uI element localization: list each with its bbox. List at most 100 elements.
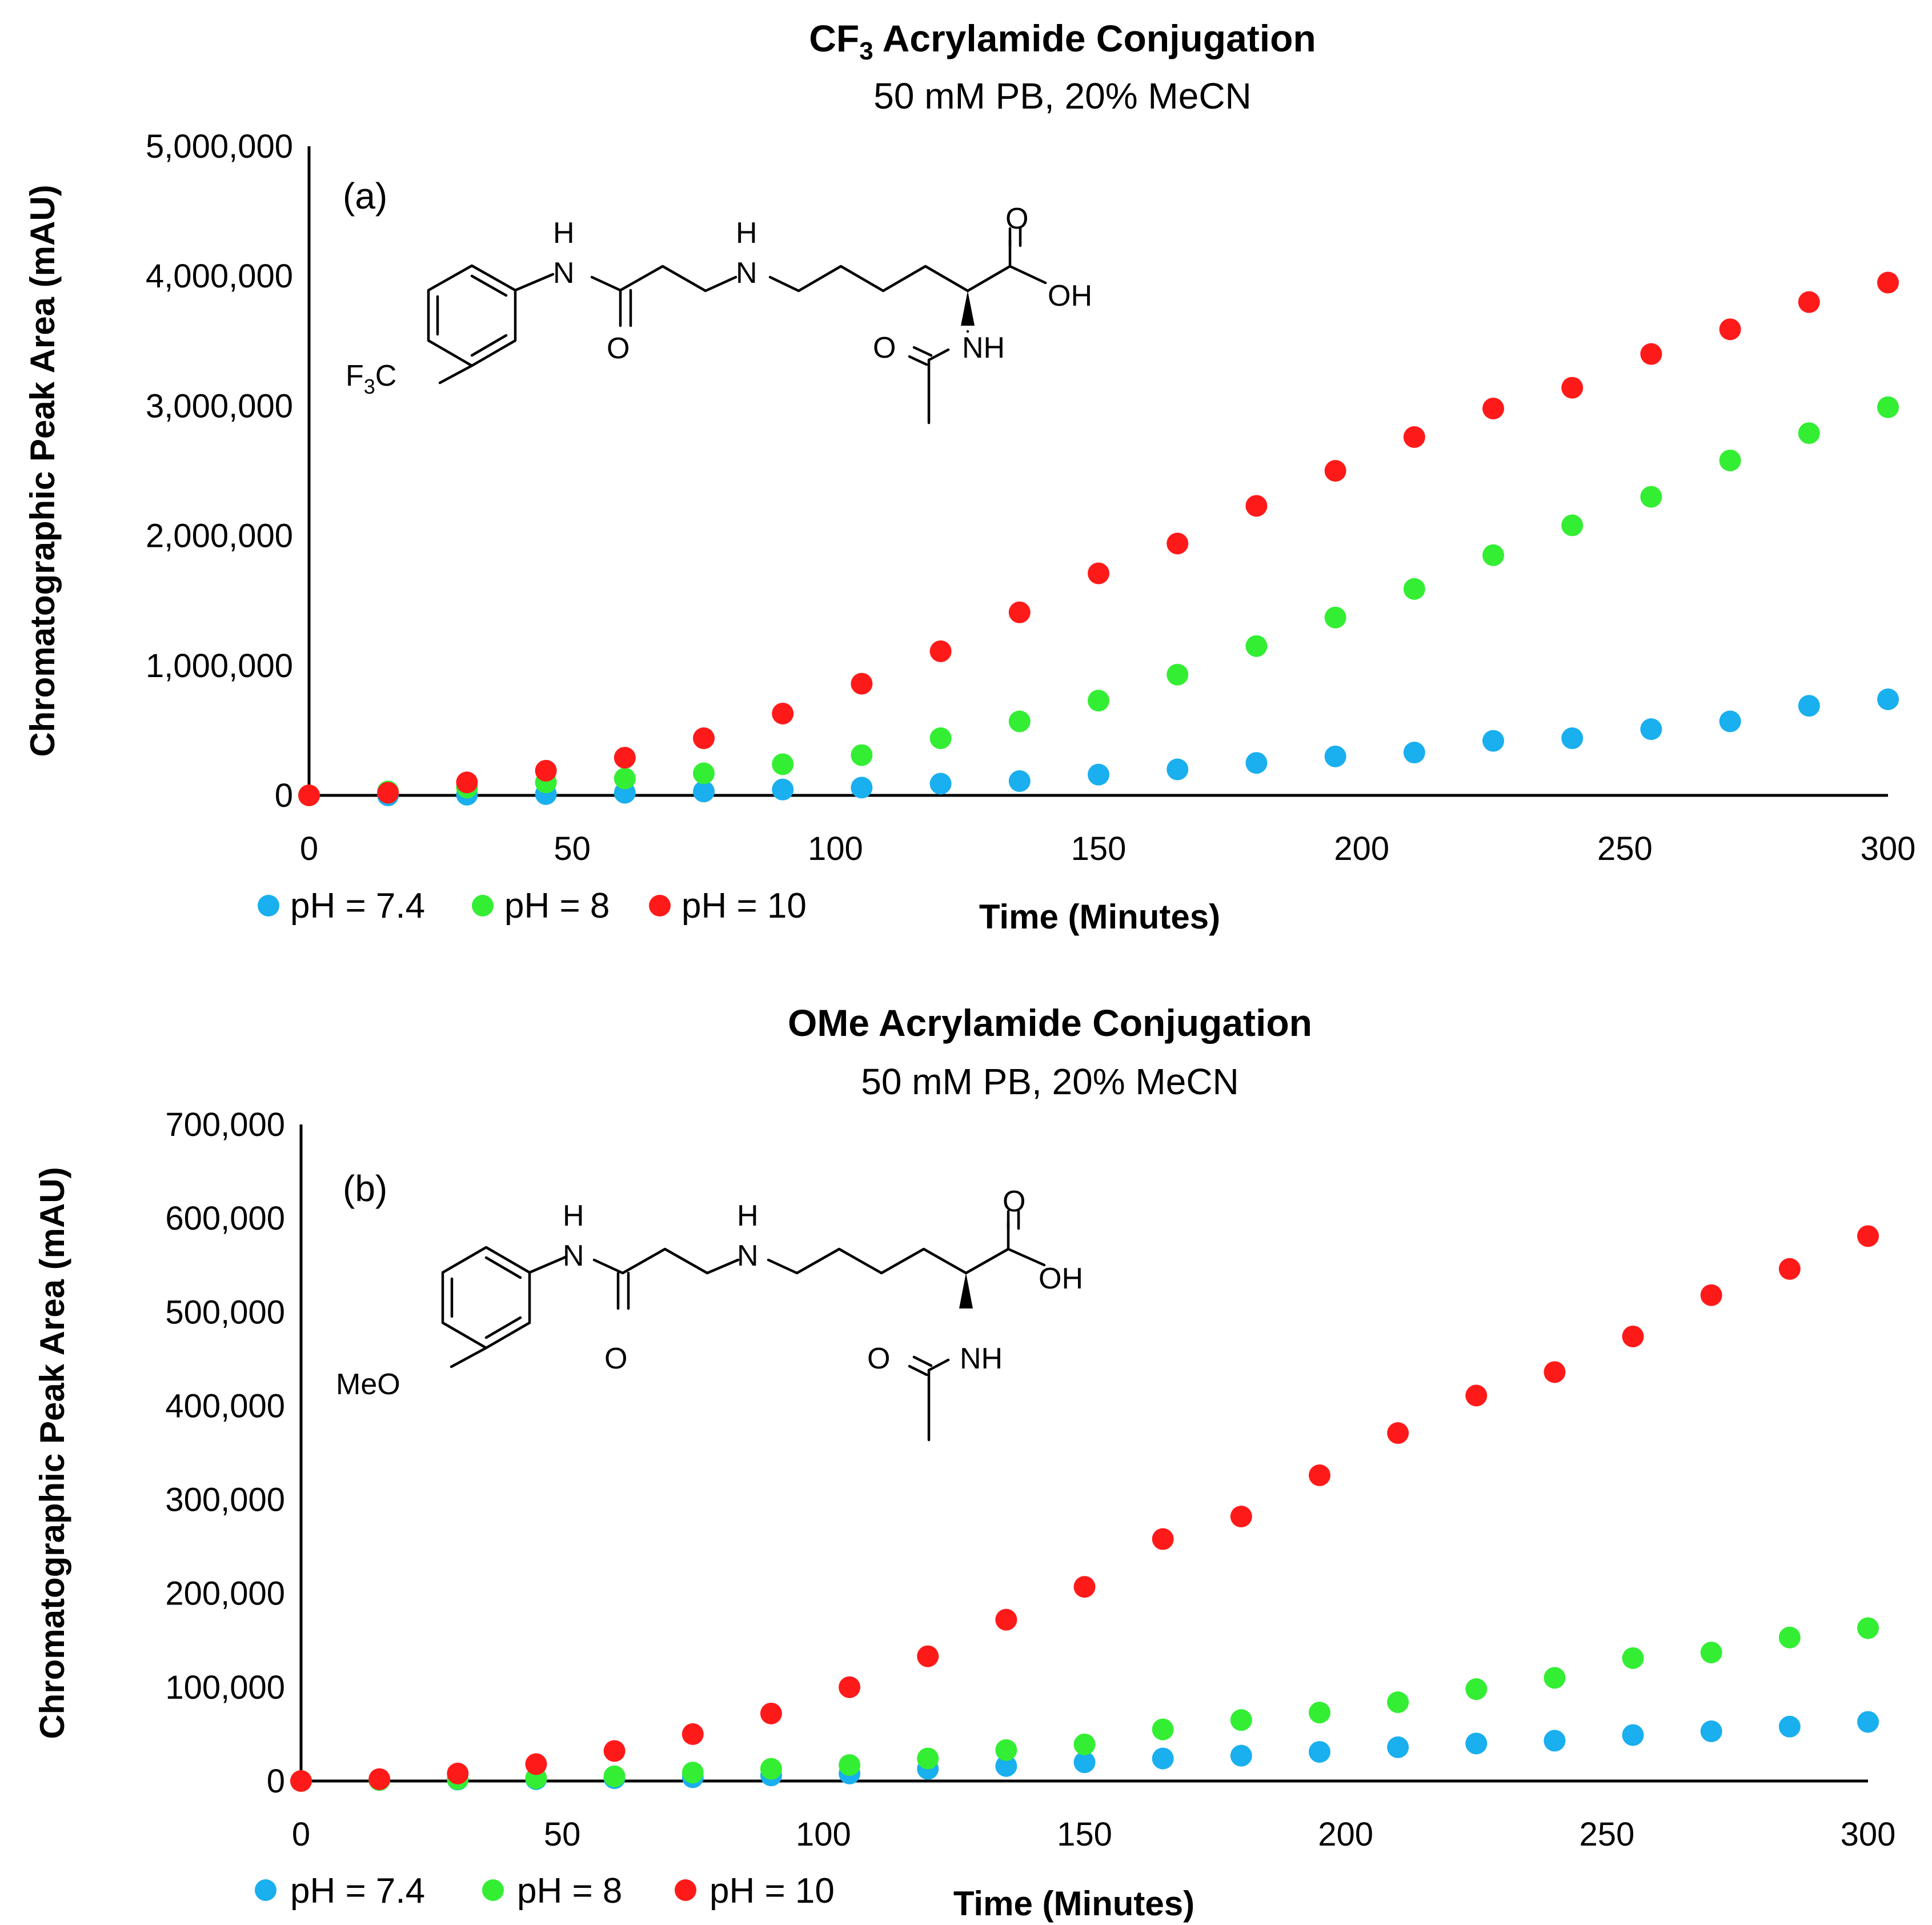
atom-label: H [736, 217, 757, 250]
y-tick-label: 3,000,000 [146, 387, 293, 425]
atom-label: H [553, 217, 575, 250]
data-point-ph10 [1640, 343, 1662, 365]
data-point-ph8 [995, 1739, 1017, 1761]
legend-marker-ph8 [472, 895, 494, 917]
x-tick-labels: 0 50 100 150 200 250 300 [292, 1816, 1896, 1853]
y-tick-label: 600,000 [165, 1200, 285, 1237]
legend-marker-ph10 [675, 1879, 696, 1901]
data-point-ph8 [1640, 486, 1662, 508]
data-point-ph10 [614, 747, 636, 769]
data-point-ph10 [839, 1676, 861, 1698]
y-axis-label: Chromatographic Peak Area (mAU) [23, 185, 62, 757]
data-point-ph8 [760, 1758, 782, 1780]
atom-label: N [553, 257, 575, 290]
data-point-ph74 [1403, 742, 1425, 764]
atom-label: O [607, 332, 630, 365]
data-point-ph74 [1700, 1720, 1722, 1743]
data-point-ph10 [290, 1770, 312, 1792]
data-point-ph8 [851, 744, 873, 766]
data-point-ph8 [1008, 710, 1031, 733]
atom-label: N [737, 1239, 759, 1272]
chart-subtitle: 50 mM PB, 20% MeCN [861, 1061, 1239, 1102]
legend: pH = 7.4 pH = 8 pH = 10 [258, 886, 807, 926]
data-point-ph10 [772, 702, 794, 725]
data-point-ph74 [1088, 763, 1109, 786]
data-point-ph74 [1798, 695, 1820, 717]
atom-label: H [563, 1199, 584, 1232]
chart-title: OMe Acrylamide Conjugation [788, 1002, 1312, 1044]
data-point-ph8 [1073, 1733, 1096, 1755]
y-tick-labels: 0 1,000,000 2,000,000 3,000,000 4,000,000 5,0… [146, 128, 293, 814]
data-point-ph74 [693, 781, 715, 803]
data-point-ph8 [1700, 1642, 1722, 1664]
data-point-ph74 [772, 778, 794, 801]
data-point-ph10 [1308, 1464, 1330, 1486]
chart-panel-b: OMe Acrylamide Conjugation 50 mM PB, 20%… [33, 1002, 1895, 1923]
atom-label: OH [1039, 1262, 1083, 1295]
legend-label: pH = 7.4 [290, 1871, 425, 1911]
data-point-ph74 [929, 773, 952, 795]
data-point-ph74 [1387, 1736, 1409, 1758]
data-point-ph74 [1544, 1730, 1566, 1752]
data-point-ph10 [603, 1740, 626, 1762]
data-point-ph10 [1857, 1225, 1879, 1247]
chart-subtitle: 50 mM PB, 20% MeCN [873, 75, 1252, 117]
atom-label: O [604, 1342, 627, 1375]
data-point-ph10 [917, 1645, 939, 1667]
atom-label: OH [1048, 279, 1092, 313]
y-tick-label: 2,000,000 [146, 518, 293, 555]
x-tick-label: 50 [544, 1816, 581, 1853]
chart-title: CF3 Acrylamide Conjugation [809, 17, 1316, 65]
data-point-ph10 [525, 1753, 547, 1775]
legend-marker-ph74 [255, 1879, 276, 1901]
substituent-label: F3C [346, 359, 396, 398]
legend-label: pH = 10 [682, 886, 807, 926]
x-tick-label: 100 [796, 1816, 851, 1853]
y-tick-labels: 0 100,000 200,000 300,000 400,000 500,000 600,… [165, 1106, 285, 1800]
data-point-ph74 [1719, 710, 1741, 733]
x-tick-label: 300 [1861, 830, 1916, 867]
data-point-ph10 [1403, 426, 1425, 448]
legend-label: pH = 8 [504, 886, 610, 926]
data-points [298, 271, 1899, 806]
y-tick-label: 0 [267, 1763, 285, 1800]
data-point-ph8 [1230, 1709, 1252, 1731]
data-point-ph8 [1088, 690, 1109, 712]
data-point-ph74 [1622, 1724, 1644, 1746]
data-point-ph10 [368, 1768, 391, 1790]
x-tick-label: 250 [1597, 830, 1653, 867]
data-point-ph10 [1778, 1258, 1801, 1280]
data-point-ph8 [1877, 396, 1899, 418]
data-point-ph10 [1482, 397, 1504, 419]
data-point-ph74 [1245, 752, 1268, 774]
data-point-ph74 [1778, 1715, 1801, 1738]
data-point-ph10 [298, 785, 320, 806]
data-point-ph10 [760, 1702, 782, 1724]
atom-label: N [563, 1239, 584, 1272]
data-point-ph8 [772, 753, 794, 775]
data-point-ph74 [1167, 758, 1189, 781]
data-point-ph74 [1152, 1747, 1174, 1770]
atom-label: O [1003, 1185, 1025, 1218]
panel-label: (a) [343, 175, 387, 217]
y-tick-label: 300,000 [165, 1482, 285, 1519]
atom-label: H [737, 1199, 759, 1232]
data-point-ph8 [1857, 1617, 1879, 1639]
data-point-ph10 [535, 759, 557, 782]
x-tick-label: 200 [1334, 830, 1389, 867]
legend-label: pH = 10 [710, 1871, 835, 1911]
data-point-ph10 [995, 1608, 1017, 1631]
x-axis-label: Time (Minutes) [979, 898, 1220, 936]
legend-marker-ph8 [482, 1879, 504, 1901]
y-axis-label: Chromatographic Peak Area (mAU) [33, 1167, 71, 1739]
data-point-ph74 [1877, 688, 1899, 710]
legend: pH = 7.4 pH = 8 pH = 10 [255, 1871, 835, 1911]
x-tick-label: 300 [1841, 1816, 1896, 1853]
x-tick-labels: 0 50 100 150 200 250 300 [300, 830, 1916, 867]
legend-label: pH = 8 [517, 1871, 622, 1911]
data-point-ph8 [1152, 1718, 1174, 1740]
data-point-ph10 [1245, 495, 1268, 517]
data-point-ph8 [1324, 606, 1346, 629]
data-point-ph8 [917, 1747, 939, 1770]
